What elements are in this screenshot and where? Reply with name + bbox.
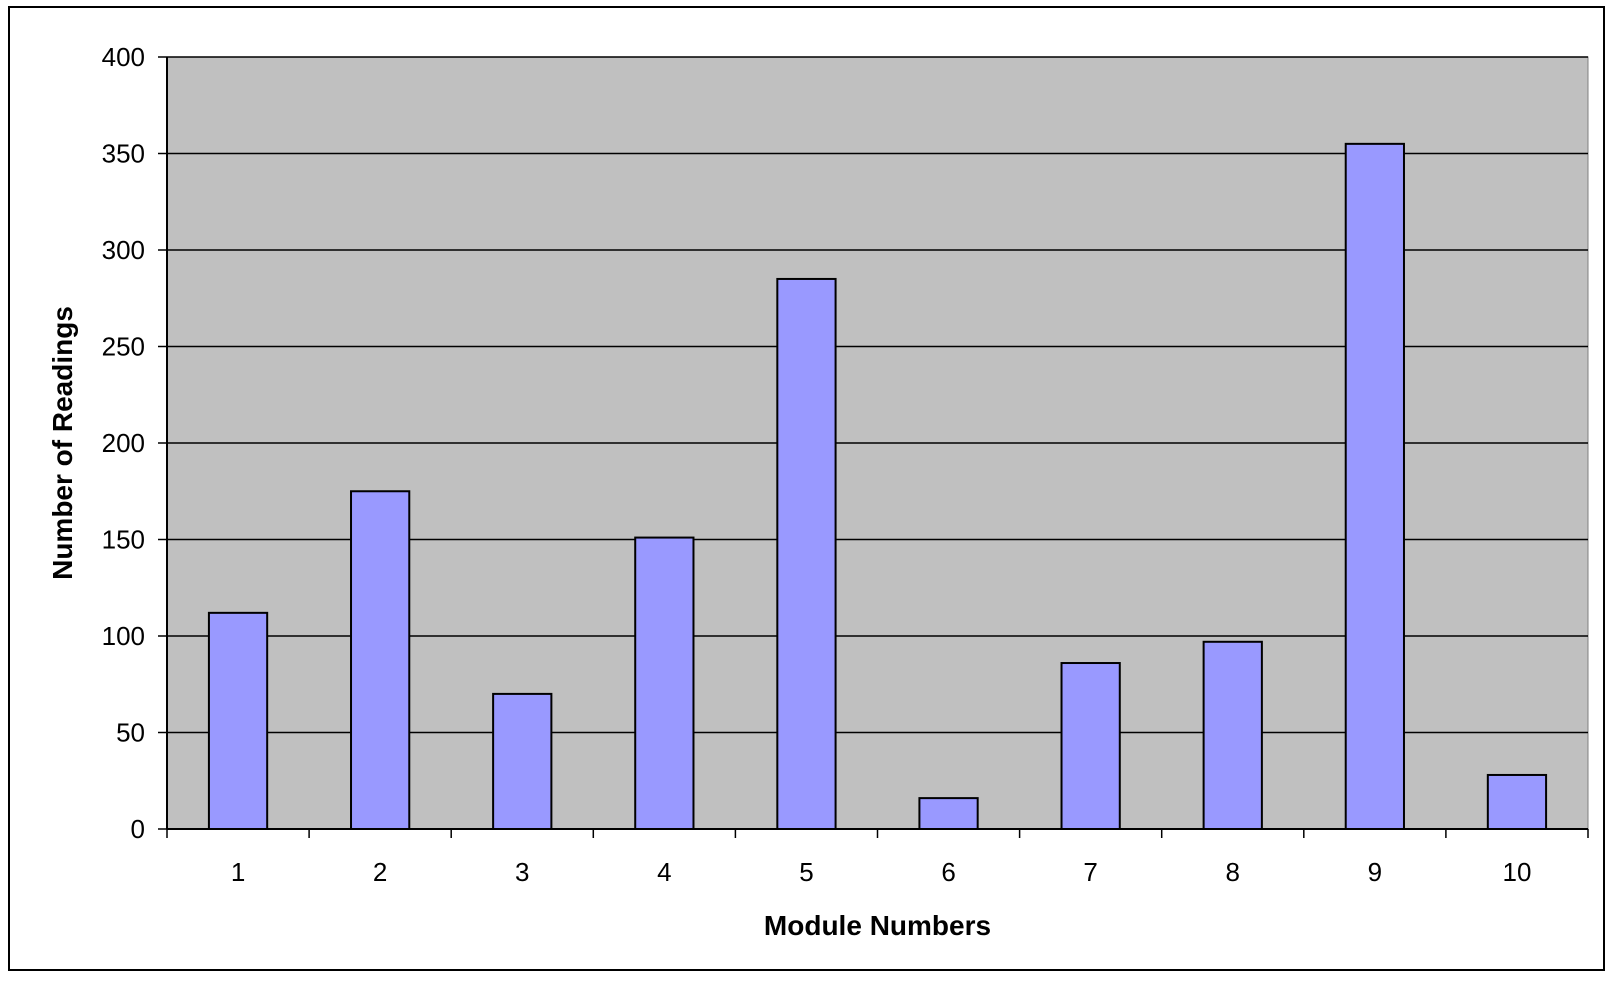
bars: [207, 142, 1548, 831]
x-tick-label: 4: [657, 857, 671, 887]
y-tick-label: 0: [131, 814, 145, 844]
x-tick-label: 5: [799, 857, 813, 887]
x-tick-label: 9: [1368, 857, 1382, 887]
y-axis-title: Number of Readings: [47, 306, 78, 580]
bar: [1486, 773, 1548, 831]
bar: [207, 611, 269, 831]
x-tick-label: 3: [515, 857, 529, 887]
y-tick-label: 200: [102, 428, 145, 458]
y-tick-label: 100: [102, 621, 145, 651]
bar: [1060, 662, 1121, 831]
x-tick-label: 6: [941, 857, 955, 887]
y-tick-label: 350: [102, 139, 145, 169]
bar: [1344, 142, 1405, 831]
x-axis-title: Module Numbers: [764, 910, 991, 941]
y-tick-label: 150: [102, 525, 145, 555]
bar: [918, 797, 979, 830]
bar: [1202, 640, 1263, 830]
y-tick-label: 300: [102, 235, 145, 265]
y-tick-label: 400: [102, 42, 145, 72]
bar: [492, 692, 553, 831]
bar: [634, 536, 695, 830]
bar: [350, 490, 411, 830]
y-tick-labels: 0 50 100 150 200 250 300 350 400: [102, 42, 145, 844]
x-tick-label: 10: [1502, 857, 1531, 887]
y-tick-label: 250: [102, 332, 145, 362]
axes: [158, 56, 1589, 838]
x-tick-label: 1: [231, 857, 245, 887]
y-tick-label: 50: [116, 718, 145, 748]
bar: [776, 277, 837, 830]
x-tick-label: 2: [373, 857, 387, 887]
x-tick-labels: 1 2 3 4 5 6 7 8 9 10: [231, 857, 1532, 887]
x-tick-label: 8: [1226, 857, 1240, 887]
x-tick-label: 7: [1083, 857, 1097, 887]
